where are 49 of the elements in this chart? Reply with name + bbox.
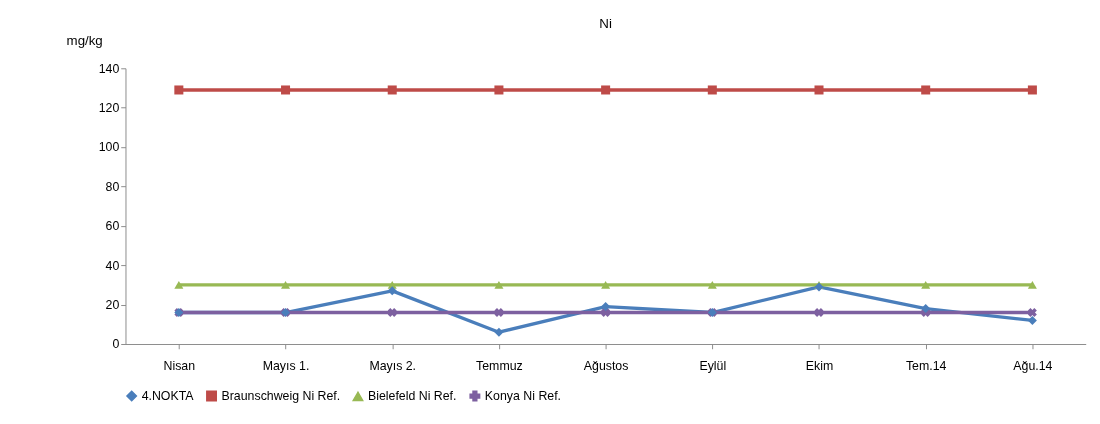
point	[174, 281, 184, 289]
point	[601, 302, 611, 312]
x-tick-label: Ağustos	[583, 359, 629, 374]
point	[601, 281, 611, 289]
legend-label: Bielefeld Ni Ref.	[367, 389, 457, 404]
x-tick-label: Nisan	[163, 359, 196, 374]
point	[387, 85, 397, 95]
x-tick-label: Ağu.14	[1013, 359, 1053, 374]
point	[921, 304, 931, 314]
point	[174, 85, 184, 95]
x-tick-label: Mayıs 2.	[369, 359, 417, 374]
point	[921, 281, 931, 289]
point	[494, 85, 504, 95]
point	[601, 308, 611, 317]
point	[387, 308, 397, 317]
point	[1027, 308, 1037, 317]
x-tick-label: Ekim	[805, 359, 834, 374]
point	[281, 85, 291, 95]
x-tick-label: Tem.14	[905, 359, 947, 374]
point	[1027, 281, 1037, 289]
point	[814, 308, 824, 317]
legend-label: Konya Ni Ref.	[484, 388, 562, 403]
point	[494, 281, 504, 289]
point	[281, 281, 291, 289]
point	[494, 308, 504, 317]
y-tick-label: 120	[98, 100, 120, 115]
point	[1027, 85, 1037, 95]
point	[814, 85, 824, 95]
x-tick-label: Mayıs 1.	[262, 359, 310, 374]
y-tick-label: 100	[98, 140, 120, 155]
y-tick-label: 140	[98, 61, 120, 76]
point	[707, 281, 717, 289]
legend-label: 4.NOKTA	[141, 388, 195, 403]
point	[387, 286, 397, 296]
x-tick-label: Eylül	[699, 359, 727, 374]
y-tick-label: 80	[105, 179, 120, 194]
chart-title: Ni	[599, 16, 612, 32]
y-tick-label: 40	[105, 258, 120, 273]
legend-label: Braunschweig Ni Ref.	[221, 388, 341, 403]
point	[1027, 315, 1037, 325]
y-tick-label: 0	[112, 337, 120, 352]
point	[601, 85, 611, 95]
point	[707, 85, 717, 95]
y-axis-title: mg/kg	[66, 33, 103, 49]
y-tick-label: 20	[105, 297, 120, 312]
x-tick-label: Temmuz	[476, 359, 523, 374]
point	[494, 327, 504, 337]
point	[921, 85, 931, 95]
y-tick-label: 60	[105, 219, 120, 234]
